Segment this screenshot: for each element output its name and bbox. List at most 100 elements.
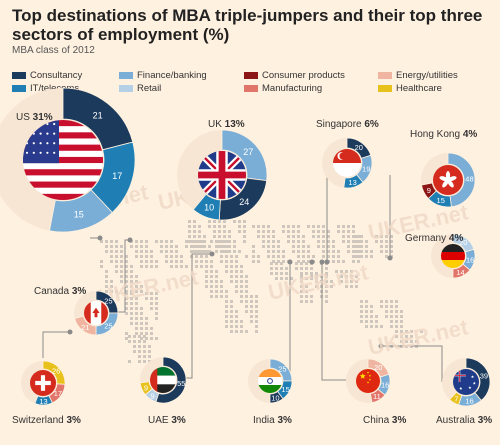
map-dot (213, 225, 216, 228)
pie-slice-label: 10 (271, 394, 279, 403)
map-dot (230, 310, 233, 313)
map-dot (257, 255, 260, 258)
map-dot (233, 250, 236, 253)
flag-star (53, 151, 56, 154)
map-dot (223, 220, 226, 223)
map-dot (275, 277, 278, 280)
pie-slice-label: 20 (459, 238, 467, 247)
map-dot (255, 315, 258, 318)
pie-slice-label: 15 (437, 196, 445, 205)
map-dot (350, 270, 353, 273)
flag-cross-red (198, 171, 246, 179)
map-dot (342, 240, 345, 243)
map-dot (282, 230, 285, 233)
map-dot (310, 275, 313, 278)
map-dot (208, 225, 211, 228)
map-dot (215, 285, 218, 288)
map-dot (145, 240, 148, 243)
map-dot (143, 340, 146, 343)
flag-au-icon (453, 369, 479, 395)
map-dot (310, 277, 313, 280)
map-dot (215, 290, 218, 293)
flag-stripe (23, 126, 103, 133)
pie-slice-energy-utilities (74, 315, 97, 336)
map-dot (312, 225, 315, 228)
map-dot (290, 277, 293, 280)
country-name: UAE (148, 415, 171, 426)
map-dot (140, 322, 143, 325)
map-dot (205, 275, 208, 278)
map-dot (145, 255, 148, 258)
map-dot (390, 315, 393, 318)
location-marker-de (309, 259, 315, 265)
country-label: Hong Kong 4% (410, 129, 477, 140)
map-dot (385, 315, 388, 318)
map-dot (310, 267, 313, 270)
map-dot (332, 255, 335, 258)
map-dot (300, 290, 303, 293)
map-dot (213, 230, 216, 233)
map-dot (395, 325, 398, 328)
map-dot (218, 220, 221, 223)
map-dot (322, 225, 325, 228)
location-marker-cn (319, 259, 325, 265)
map-dot (110, 290, 113, 293)
map-dot (245, 305, 248, 308)
map-dot (155, 302, 158, 305)
country-label: India 3% (253, 415, 292, 426)
map-dot (210, 290, 213, 293)
map-dot (203, 245, 206, 248)
map-dot (285, 267, 288, 270)
pie-slice-label: 7 (454, 394, 458, 403)
map-dot (240, 285, 243, 288)
map-dot (105, 240, 108, 243)
flag-star (471, 375, 474, 379)
map-dot (155, 240, 158, 243)
chart-subtitle: MBA class of 2012 (12, 45, 95, 56)
map-dot (300, 262, 303, 265)
map-dot (110, 250, 113, 253)
flag-star (53, 122, 56, 126)
map-dot (257, 230, 260, 233)
map-dot (140, 327, 143, 330)
map-dot (270, 262, 273, 265)
flag-star (32, 142, 35, 145)
flag-stripe (23, 144, 103, 152)
map-dot (315, 272, 318, 275)
map-dot (150, 332, 153, 335)
pie-slice-manufacturing (452, 263, 471, 279)
map-dot (395, 330, 398, 333)
map-dot (322, 235, 325, 238)
map-dot (255, 305, 258, 308)
map-dot (355, 280, 358, 283)
map-dot (285, 272, 288, 275)
flag-star (46, 132, 49, 135)
map-dot (307, 225, 310, 228)
map-dot (395, 300, 398, 303)
map-dot (165, 240, 168, 243)
pie-slice-finance-banking (49, 189, 113, 233)
map-dot (315, 277, 318, 280)
map-dot (375, 320, 378, 323)
map-dot (245, 290, 248, 293)
map-dot (327, 255, 330, 258)
map-dot (193, 250, 196, 253)
map-dot (332, 260, 335, 263)
map-dot (262, 240, 265, 243)
legend-swatch (12, 71, 26, 79)
map-dot (390, 235, 393, 238)
map-dot (250, 310, 253, 313)
map-dot (357, 235, 360, 238)
map-dot (297, 230, 300, 233)
map-dot (287, 225, 290, 228)
map-dot (145, 292, 148, 295)
map-dot (380, 250, 383, 253)
map-dot (292, 245, 295, 248)
map-dot (280, 272, 283, 275)
pie-slice-label: 17 (54, 389, 62, 398)
map-dot (305, 295, 308, 298)
map-dot (355, 285, 358, 288)
map-dot (105, 250, 108, 253)
map-dot (215, 280, 218, 283)
map-dot (272, 255, 275, 258)
